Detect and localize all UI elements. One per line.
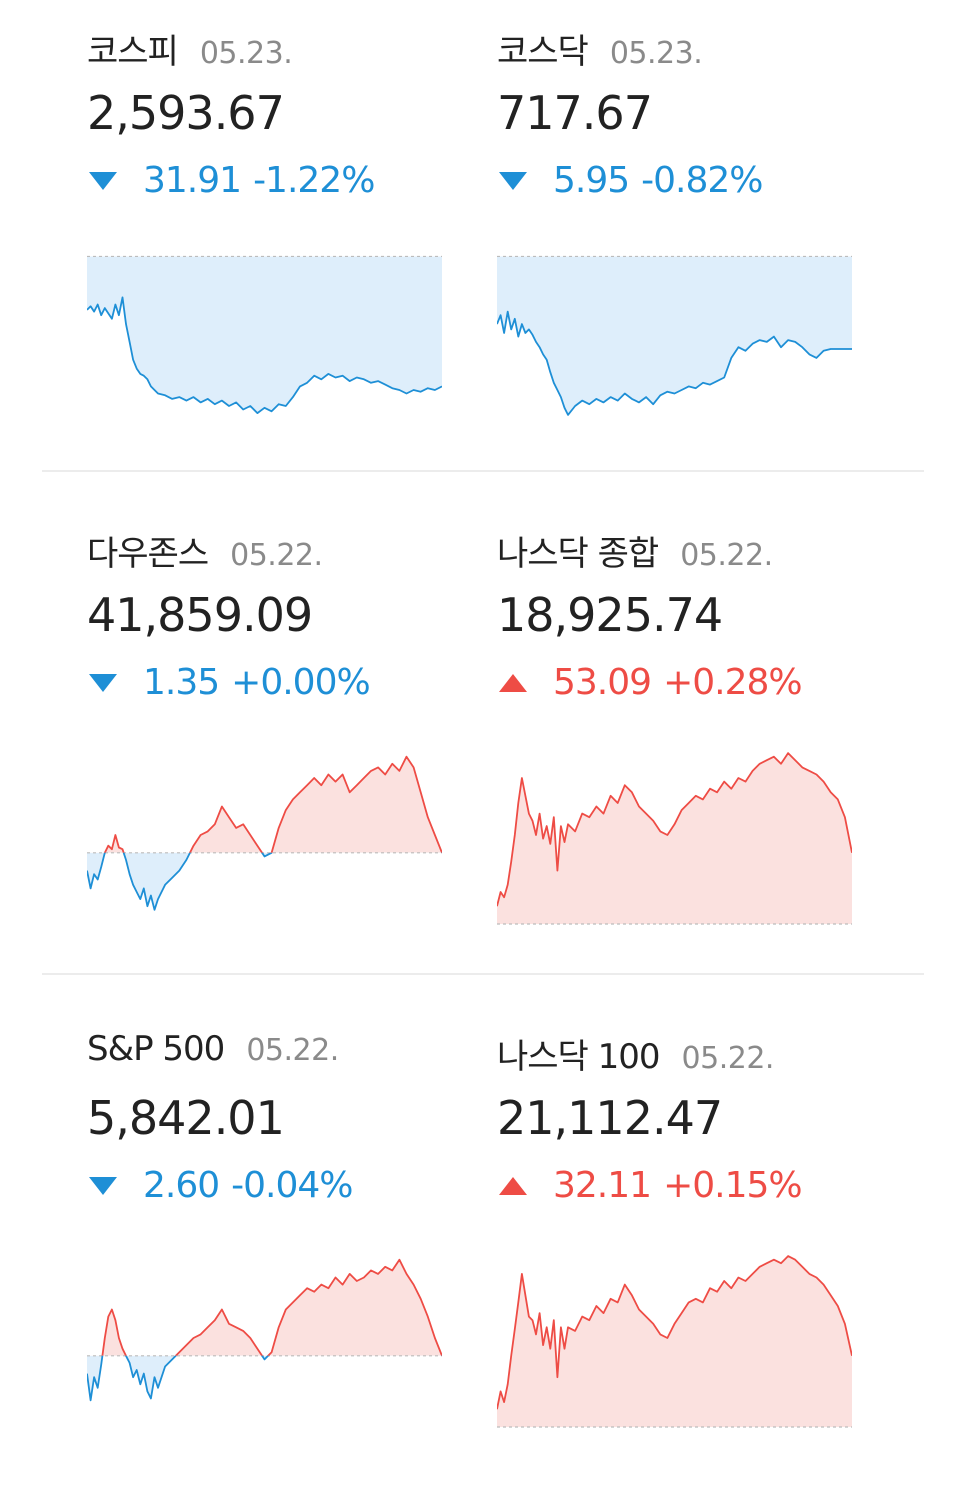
chart-area-below (87, 852, 272, 910)
index-date: 05.22. (680, 538, 773, 573)
intraday-chart (87, 1258, 442, 1402)
triangle-down-icon (89, 1175, 117, 1197)
index-change-value: 31.91 (143, 160, 242, 201)
index-change: 2.60 -0.04% (87, 1165, 354, 1206)
index-price: 41,859.09 (87, 588, 313, 642)
index-card-kospi[interactable]: 코스피 05.23. 2,593.67 31.91 -1.22% (87, 0, 447, 472)
chart-area-above (497, 1256, 852, 1427)
index-row-2: 다우존스 05.22. 41,859.09 1.35 +0.00% 나스닥 종합… (42, 472, 924, 975)
index-card-nasdaq-100[interactable]: 나스닥 100 05.22. 21,112.47 32.11 +0.15% (497, 1005, 857, 1491)
index-card-kosdaq[interactable]: 코스닥 05.23. 717.67 5.95 -0.82% (497, 0, 857, 472)
intraday-chart (497, 1255, 852, 1428)
chart-line-below (87, 296, 442, 414)
index-name: 나스닥 종합 (497, 534, 659, 574)
index-name: 나스닥 100 (497, 1037, 661, 1077)
triangle-down-icon (89, 170, 117, 192)
chart-line-above (101, 1258, 442, 1356)
index-change-percent: +0.00% (231, 662, 371, 703)
index-card-header: 코스닥 05.23. (497, 24, 703, 73)
chart-area-below (497, 256, 852, 415)
intraday-chart (87, 255, 442, 414)
index-row-3: S&P 500 05.22. 5,842.01 2.60 -0.04% 나스닥 … (42, 975, 924, 1461)
index-name: 코스피 (87, 32, 179, 72)
index-change-percent: +0.15% (663, 1165, 803, 1206)
index-change-value: 1.35 (143, 662, 220, 703)
chart-line-above (497, 1255, 852, 1410)
index-card-header: S&P 500 05.22. (87, 1029, 339, 1069)
index-card-header: 코스피 05.23. (87, 24, 293, 73)
index-date: 05.23. (609, 36, 703, 71)
market-index-grid: 코스피 05.23. 2,593.67 31.91 -1.22% 코스닥 05.… (42, 0, 924, 1461)
index-change: 31.91 -1.22% (87, 160, 375, 201)
index-card-header: 다우존스 05.22. (87, 526, 323, 575)
index-price: 717.67 (497, 86, 653, 140)
index-change-value: 32.11 (553, 1165, 652, 1206)
chart-area-above (497, 753, 852, 924)
index-card-dow-jones[interactable]: 다우존스 05.22. 41,859.09 1.35 +0.00% (87, 502, 447, 1005)
index-card-header: 나스닥 종합 05.22. (497, 526, 773, 575)
index-change-percent: +0.28% (663, 662, 803, 703)
triangle-down-icon (89, 672, 117, 694)
chart-line-below (497, 310, 852, 416)
intraday-chart (497, 255, 852, 416)
index-date: 05.22. (681, 1041, 775, 1076)
index-change-percent: -0.04% (231, 1165, 353, 1206)
chart-line-above (497, 752, 852, 907)
intraday-chart (87, 755, 442, 911)
chart-line-above (103, 755, 442, 853)
section-divider (42, 470, 924, 472)
index-change-value: 53.09 (553, 662, 652, 703)
index-price: 5,842.01 (87, 1091, 285, 1145)
index-date: 05.23. (199, 36, 293, 71)
index-change: 32.11 +0.15% (497, 1165, 803, 1206)
index-change: 5.95 -0.82% (497, 160, 764, 201)
triangle-up-icon (499, 672, 527, 694)
index-price: 2,593.67 (87, 86, 285, 140)
index-price: 18,925.74 (497, 588, 723, 642)
index-date: 05.22. (230, 538, 323, 573)
index-change-value: 2.60 (143, 1165, 220, 1206)
index-card-header: 나스닥 100 05.22. (497, 1029, 774, 1078)
index-name: 코스닥 (497, 32, 589, 72)
index-change-percent: -0.82% (641, 160, 763, 201)
chart-area-above (87, 756, 442, 853)
section-divider (42, 973, 924, 975)
index-change: 1.35 +0.00% (87, 662, 371, 703)
index-change-percent: -1.22% (253, 160, 375, 201)
chart-area-below (87, 256, 442, 414)
index-price: 21,112.47 (497, 1091, 723, 1145)
chart-area-below (87, 1355, 269, 1401)
triangle-down-icon (499, 170, 527, 192)
index-name: S&P 500 (87, 1029, 225, 1069)
index-date: 05.22. (246, 1033, 339, 1068)
chart-area-above (87, 1259, 442, 1356)
intraday-chart (497, 752, 852, 925)
index-card-sp500[interactable]: S&P 500 05.22. 5,842.01 2.60 -0.04% (87, 1005, 447, 1491)
index-row-1: 코스피 05.23. 2,593.67 31.91 -1.22% 코스닥 05.… (42, 0, 924, 472)
triangle-up-icon (499, 1175, 527, 1197)
index-card-nasdaq-composite[interactable]: 나스닥 종합 05.22. 18,925.74 53.09 +0.28% (497, 502, 857, 1005)
index-name: 다우존스 (87, 534, 209, 574)
index-change-value: 5.95 (553, 160, 630, 201)
index-change: 53.09 +0.28% (497, 662, 803, 703)
